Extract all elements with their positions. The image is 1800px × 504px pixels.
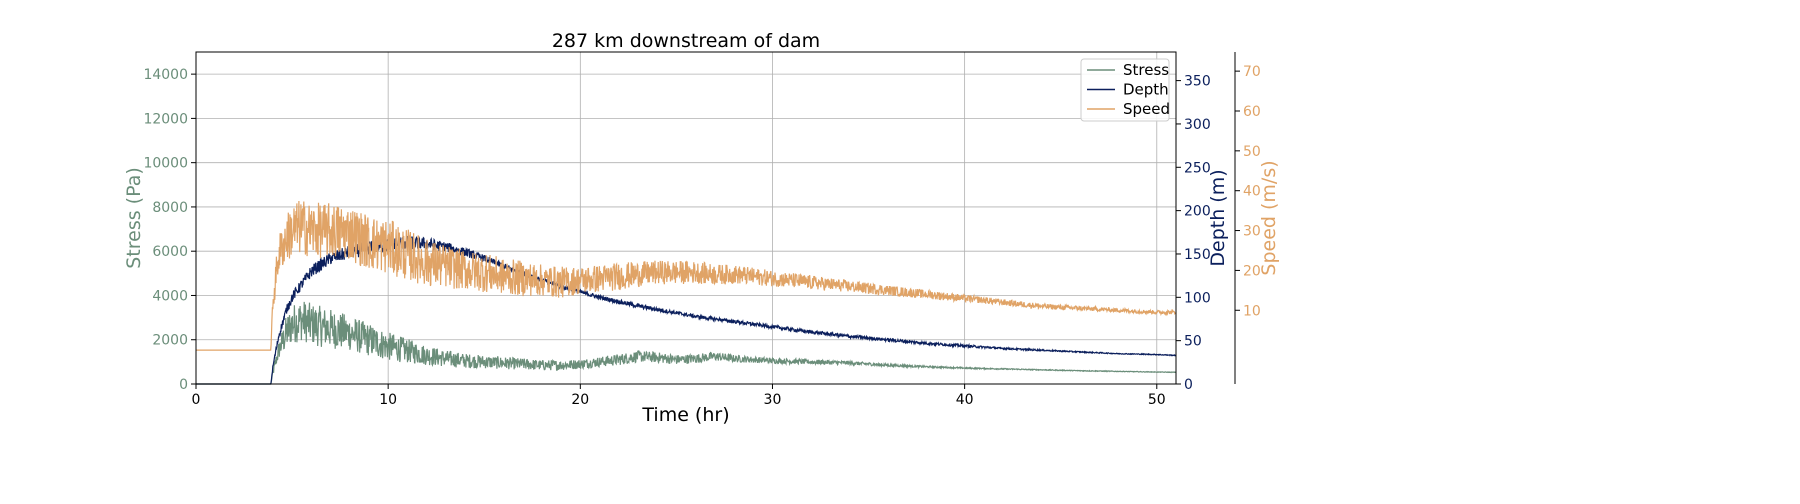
depth-tick-label: 50 [1184,334,1202,350]
depth-tick-label: 350 [1184,74,1211,90]
stress-tick-label: 4000 [152,288,188,304]
legend: Stress Depth Speed [1080,58,1170,122]
stress-axis: 0 2000 4000 6000 8000 10000 12000 14000 [143,67,196,393]
x-tick-label: 10 [379,392,397,408]
x-tick-label: 0 [192,392,201,408]
series-line-depth [196,235,1177,385]
stress-tick-label: 8000 [152,200,188,216]
series-line-speed [196,200,1177,351]
series-line-stress [196,301,1177,385]
stress-tick-label: 2000 [152,333,188,349]
depth-tick-label: 150 [1184,247,1211,263]
speed-tick-label: 30 [1243,224,1261,240]
plot-frame [195,51,1177,385]
depth-tick-label: 100 [1184,290,1211,306]
x-axis-label: Time (hr) [641,404,729,426]
depth-tick-label: 200 [1184,204,1211,220]
x-tick-label: 20 [571,392,589,408]
speed-tick-label: 60 [1243,104,1261,120]
legend-label-speed: Speed [1123,100,1170,118]
depth-axis-label: Depth (m) [1207,169,1229,266]
legend-label-stress: Stress [1123,61,1169,79]
depth-axis: 0 50 100 150 200 250 300 350 [1176,74,1211,393]
legend-box [1080,58,1170,122]
depth-tick-label: 0 [1184,377,1193,393]
chart-title: 287 km downstream of dam [552,30,820,52]
stress-tick-label: 10000 [143,156,188,172]
depth-tick-label: 250 [1184,160,1211,176]
x-tick-label: 40 [956,392,974,408]
stress-axis-label: Stress (Pa) [123,167,145,269]
legend-label-depth: Depth [1123,81,1169,99]
x-tick-label: 30 [764,392,782,408]
x-tick-label: 50 [1148,392,1166,408]
speed-tick-label: 70 [1243,64,1261,80]
stress-tick-label: 12000 [143,111,188,127]
stress-tick-label: 6000 [152,244,188,260]
depth-tick-label: 300 [1184,117,1211,133]
speed-axis: 10 20 30 40 50 60 70 [1234,52,1261,384]
speed-tick-label: 50 [1243,144,1261,160]
stress-tick-label: 0 [179,377,188,393]
speed-axis-label: Speed (m/s) [1258,160,1280,275]
stress-tick-label: 14000 [143,67,188,83]
speed-tick-label: 10 [1243,303,1261,319]
series-layer [196,200,1177,385]
speed-tick-label: 20 [1243,263,1261,279]
speed-tick-label: 40 [1243,184,1261,200]
x-axis: 0 10 20 30 40 50 [192,384,1166,408]
